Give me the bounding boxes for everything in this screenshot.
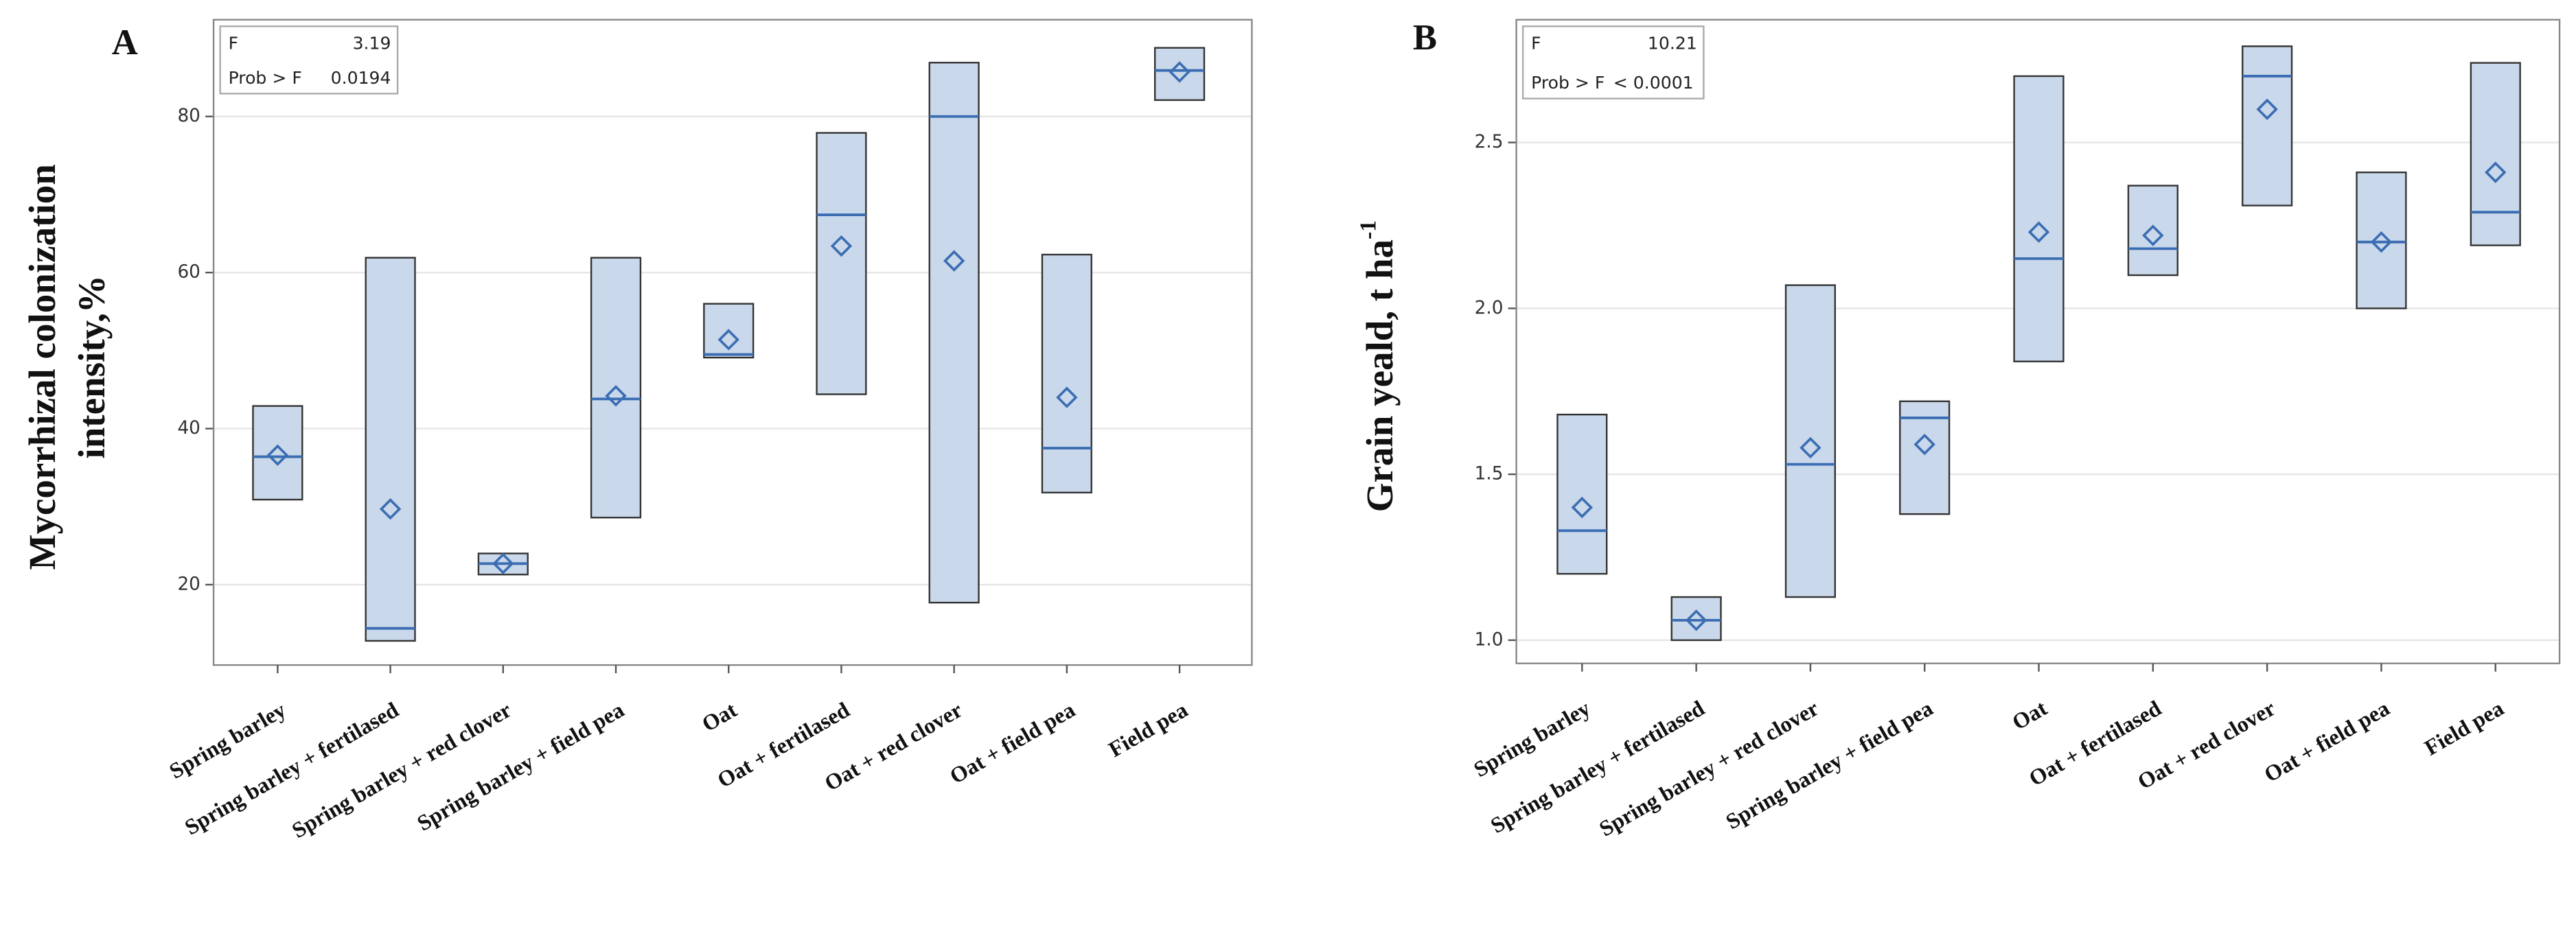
x-tick-label: Oat — [2008, 695, 2051, 734]
y-tick-label: 20 — [177, 574, 200, 595]
box — [2013, 75, 2065, 362]
y-axis-label: Mycorrhizal colonization — [21, 164, 63, 570]
mean-marker — [2370, 231, 2393, 253]
box — [2242, 45, 2293, 207]
box — [2356, 171, 2407, 309]
stat-name: F — [1531, 34, 1541, 54]
stat-value: 0.0194 — [331, 68, 391, 88]
stats-box — [219, 25, 399, 95]
y-tick-label: 1.0 — [1475, 629, 1504, 650]
stat-value: 3.19 — [353, 34, 391, 54]
mean-marker — [1685, 609, 1707, 631]
y-axis-label-text: Mycorrhizal colonization — [21, 164, 63, 570]
box — [816, 132, 867, 395]
x-tick-label: Spring barley + field pea — [413, 697, 628, 836]
box — [1899, 400, 1951, 515]
box — [928, 62, 980, 604]
stat-name: Prob > F — [1531, 73, 1605, 93]
stat-value: < 0.0001 — [1613, 73, 1694, 93]
box — [1041, 253, 1092, 494]
mean-marker — [1056, 386, 1078, 408]
panel-label: A — [112, 23, 138, 62]
box — [2127, 185, 2178, 277]
mean-marker — [1571, 496, 1594, 519]
x-tick-label: Oat + field pea — [2260, 695, 2394, 786]
y-axis-label: Grain yeald, t ha-1 — [1355, 220, 1400, 512]
y-axis-label: intensity,% — [70, 275, 112, 458]
box — [365, 257, 416, 642]
stat-name: F — [229, 34, 238, 54]
y-tick-label: 40 — [177, 418, 200, 438]
x-tick-label: Spring barley + red clover — [1595, 695, 1823, 841]
y-tick-label: 1.5 — [1475, 464, 1504, 484]
plot-frame — [212, 19, 1253, 666]
mean-marker — [605, 385, 627, 407]
mean-marker — [717, 329, 739, 351]
x-tick-label: Field pea — [2420, 695, 2508, 760]
y-tick-label: 2.0 — [1475, 298, 1504, 318]
mean-marker — [492, 552, 514, 575]
x-tick-label: Spring barley + field pea — [1721, 695, 1937, 834]
box — [1556, 413, 1608, 575]
y-axis-label-text: intensity,% — [70, 275, 112, 458]
box — [1153, 47, 1206, 102]
x-tick-label: Oat + field pea — [945, 697, 1079, 788]
mean-marker — [2256, 98, 2278, 120]
x-tick-label: Field pea — [1104, 697, 1192, 762]
y-axis-label-text: Grain yeald, t ha — [1358, 239, 1400, 512]
mean-marker — [2485, 161, 2507, 183]
y-tick-label: 60 — [177, 262, 200, 283]
mean-marker — [943, 250, 965, 272]
y-tick-label: 80 — [177, 106, 200, 126]
mean-marker — [266, 444, 289, 466]
box — [1784, 284, 1837, 598]
box — [252, 405, 303, 501]
mean-marker — [1799, 436, 1821, 459]
box — [2470, 62, 2521, 246]
x-tick-label: Oat — [698, 697, 741, 736]
mean-marker — [2027, 221, 2050, 243]
mean-marker — [1913, 433, 1935, 456]
box — [1670, 596, 1722, 642]
mean-marker — [2142, 224, 2164, 246]
stats-box — [1521, 25, 1705, 100]
x-tick-label: Spring barley + fertilased — [1486, 695, 1709, 838]
stat-name: Prob > F — [229, 68, 302, 88]
mean-marker — [379, 498, 402, 520]
mean-marker — [830, 235, 853, 257]
y-tick-label: 2.5 — [1475, 132, 1504, 152]
mean-marker — [1169, 61, 1191, 83]
y-axis-label-sup: -1 — [1355, 220, 1381, 239]
panel-label: B — [1413, 18, 1437, 58]
stat-value: 10.21 — [1648, 34, 1697, 54]
